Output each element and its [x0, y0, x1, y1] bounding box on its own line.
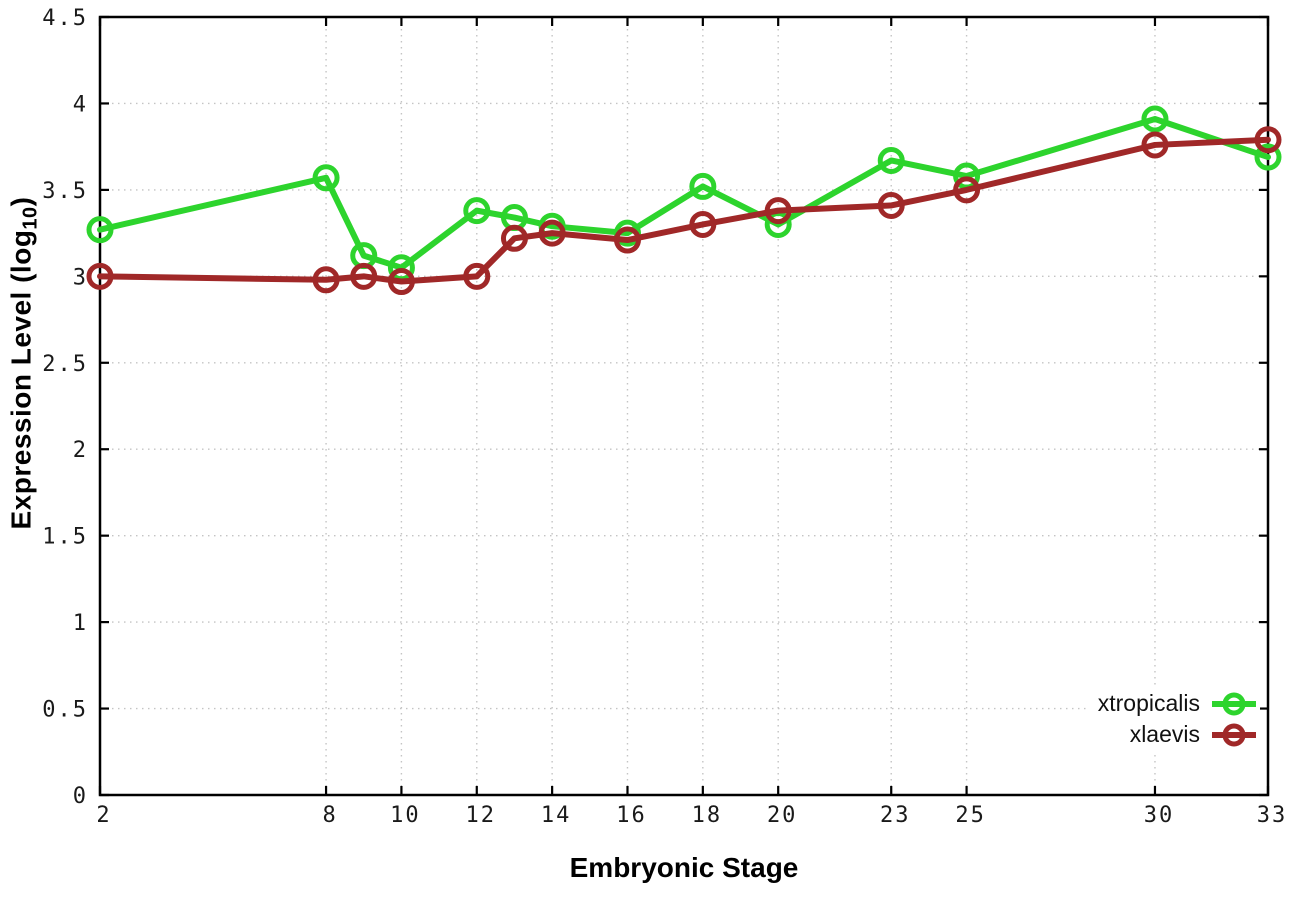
legend-point-sample [1222, 692, 1246, 715]
y-tick-label: 3 [73, 265, 88, 290]
data-point-xlaevis-stage-10 [387, 268, 415, 296]
y-tick-label: 2 [73, 438, 88, 463]
x-tick-label: 14 [541, 803, 572, 828]
y-tick-label: 3.5 [42, 179, 88, 204]
x-tick-label: 30 [1144, 803, 1175, 828]
y-tick-label: 1 [73, 611, 88, 636]
data-point-xlaevis-stage-2 [86, 262, 114, 290]
y-tick-label: 1.5 [42, 525, 88, 550]
x-tick-label: 20 [767, 803, 798, 828]
plot-border [98, 15, 1270, 797]
legend-label-xlaevis: xlaevis [1129, 721, 1200, 747]
y-axis-title: Expression Level (log10) [6, 197, 43, 530]
data-point-xtropicalis-stage-18 [689, 172, 717, 200]
data-point-xlaevis-stage-23 [877, 191, 905, 219]
data-point-xlaevis-stage-25 [953, 176, 981, 204]
legend-marker-xtropicalis [1212, 692, 1256, 715]
data-point-xlaevis-stage-33 [1254, 126, 1282, 154]
x-tick-label: 10 [390, 803, 421, 828]
data-point-xtropicalis-stage-2 [86, 216, 114, 244]
data-point-xlaevis-stage-13 [500, 224, 528, 252]
x-tick-label: 23 [880, 803, 911, 828]
legend: xtropicalis xlaevis [1087, 686, 1260, 752]
x-tick-label: 8 [322, 803, 337, 828]
data-point-xtropicalis-stage-12 [463, 197, 491, 225]
data-point-xlaevis-stage-16 [613, 226, 641, 254]
x-tick-label: 33 [1257, 803, 1288, 828]
y-tick-label: 4 [73, 92, 88, 117]
data-point-xlaevis-stage-20 [764, 197, 792, 225]
legend-marker-xlaevis [1212, 723, 1256, 746]
x-tick-label: 2 [96, 803, 111, 828]
y-axis-title-close: ) [5, 196, 37, 207]
data-point-xlaevis-stage-14 [538, 219, 566, 247]
data-point-xlaevis-stage-30 [1141, 131, 1169, 159]
data-point-xlaevis-stage-12 [463, 262, 491, 290]
data-point-xtropicalis-stage-30 [1141, 105, 1169, 133]
x-tick-label: 16 [616, 803, 647, 828]
data-point-xlaevis-stage-9 [350, 262, 378, 290]
data-point-xlaevis-stage-18 [689, 210, 717, 238]
data-point-xtropicalis-stage-23 [877, 146, 905, 174]
y-axis-title-text: Expression Level (log [5, 229, 37, 530]
series-line-xtropicalis [97, 116, 1271, 271]
legend-item-xlaevis: xlaevis [1130, 719, 1258, 750]
x-tick-label: 25 [955, 803, 986, 828]
data-point-xlaevis-stage-8 [312, 266, 340, 294]
x-axis-title: Embryonic Stage [569, 852, 799, 883]
x-tick-label: 18 [692, 803, 723, 828]
x-tick-label: 12 [466, 803, 497, 828]
legend-label-xtropicalis: xtropicalis [1097, 690, 1200, 716]
data-point-xtropicalis-stage-33 [1254, 143, 1282, 171]
y-tick-label: 4.5 [42, 6, 88, 31]
series-line-xlaevis [97, 136, 1271, 285]
y-tick-label: 0.5 [42, 698, 88, 723]
legend-point-sample [1222, 723, 1246, 746]
data-point-xtropicalis-stage-8 [312, 164, 340, 192]
y-tick-label: 0 [73, 784, 88, 809]
y-tick-label: 2.5 [42, 352, 88, 377]
legend-item-xtropicalis: xtropicalis [1098, 688, 1258, 719]
y-axis-title-subscript: 10 [19, 206, 42, 230]
